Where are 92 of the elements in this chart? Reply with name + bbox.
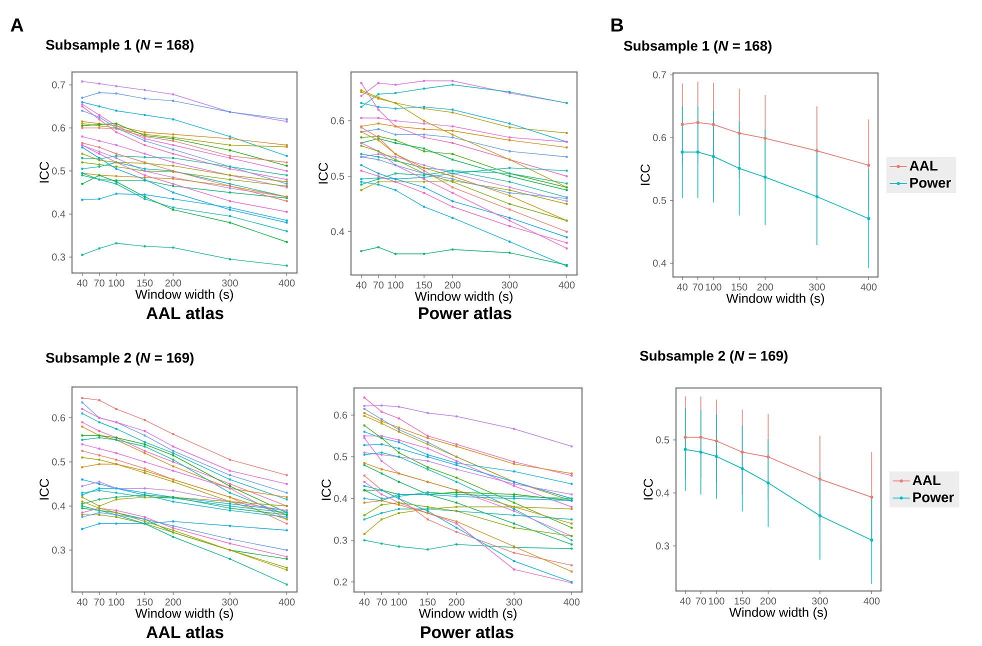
text: Power atlas	[421, 626, 514, 638]
x-axis-title: Window width (s)	[135, 608, 233, 620]
text: A	[10, 18, 24, 32]
x-tick-label: 40	[359, 598, 370, 606]
x-tick-label: 40	[76, 280, 88, 287]
y-tick-label: 0.4	[653, 260, 666, 267]
x-tick-label: 400	[278, 280, 295, 287]
y-tick-label: 0.5	[653, 196, 666, 204]
x-tick-label: 100	[391, 598, 407, 606]
y-tick-label: 0.4	[656, 489, 670, 496]
x-tick-label: 100	[388, 282, 404, 289]
y-tick-label: 0.5	[331, 172, 344, 180]
x-tick-label: 40	[76, 598, 88, 606]
text: AAL atlas	[146, 306, 224, 320]
y-tick-label: 0.6	[52, 414, 66, 422]
y-tick-label: 0.6	[334, 412, 348, 419]
x-tick-label: 100	[708, 598, 724, 605]
x-tick-label: 150	[137, 280, 153, 287]
x-tick-label: 150	[137, 598, 153, 606]
y-tick-label: 0.5	[52, 458, 66, 466]
x-tick-label: 400	[864, 598, 880, 605]
y-tick-label: 0.4	[334, 495, 348, 502]
x-tick-label: 200	[757, 284, 774, 291]
x-axis-title: Window width (s)	[418, 608, 516, 620]
y-tick-label: 0.4	[331, 228, 344, 236]
x-tick-label: 40	[677, 284, 688, 291]
x-tick-label: 70	[692, 284, 704, 291]
y-tick-label: 0.6	[52, 124, 66, 132]
chart-title: Subsample 1 (N = 168)	[46, 40, 194, 52]
text: AAL atlas	[146, 626, 224, 638]
x-tick-label: 70	[94, 598, 104, 606]
x-axis-title: Window width (s)	[414, 291, 512, 304]
x-tick-label: 150	[732, 284, 748, 291]
x-tick-label: 40	[356, 282, 366, 289]
x-tick-label: 70	[696, 598, 706, 605]
x-tick-label: 400	[860, 284, 877, 291]
chart-title: Subsample 2 (N = 169)	[46, 352, 194, 366]
y-tick-label: 0.4	[52, 210, 66, 218]
y-tick-label: 0.4	[52, 502, 66, 510]
x-tick-label: 200	[760, 598, 776, 605]
x-tick-label: 300	[808, 284, 825, 291]
text: B	[611, 18, 624, 32]
x-tick-label: 200	[444, 282, 461, 289]
x-tick-label: 150	[420, 598, 436, 606]
y-tick-label: 0.7	[52, 81, 65, 88]
y-tick-label: 0.5	[334, 453, 348, 460]
y-axis-title: ICC	[40, 162, 49, 182]
y-axis-title: ICC	[40, 478, 49, 500]
y-tick-label: 0.3	[52, 254, 66, 261]
legend-label: AAL	[912, 475, 941, 485]
x-tick-label: 300	[222, 598, 238, 606]
x-tick-label: 200	[165, 598, 182, 606]
x-tick-label: 70	[376, 598, 387, 606]
x-tick-label: 300	[812, 598, 828, 605]
y-tick-label: 0.6	[331, 117, 344, 124]
x-tick-label: 300	[222, 280, 238, 287]
y-tick-label: 0.5	[52, 167, 66, 174]
x-tick-label: 100	[108, 598, 124, 606]
x-tick-label: 150	[734, 598, 750, 605]
x-axis-title: Window width (s)	[726, 293, 824, 306]
legend-label: AAL	[910, 160, 938, 170]
x-tick-label: 400	[278, 598, 295, 606]
y-tick-label: 0.3	[334, 536, 348, 544]
y-axis-title: ICC	[318, 162, 328, 184]
x-tick-label: 400	[558, 282, 575, 289]
x-tick-label: 200	[448, 598, 464, 606]
text: Power atlas	[419, 306, 512, 320]
y-tick-label: 0.6	[653, 134, 666, 142]
x-tick-label: 150	[416, 282, 432, 289]
x-tick-label: 300	[506, 598, 522, 606]
x-tick-label: 100	[108, 280, 124, 287]
legend-label: Power	[913, 492, 954, 502]
x-axis-title: Window width (s)	[729, 607, 827, 620]
x-tick-label: 400	[564, 598, 580, 606]
chart-title: Subsample 1 (N = 168)	[624, 40, 772, 54]
y-axis-title: ICC	[640, 164, 650, 185]
x-tick-label: 40	[680, 598, 690, 605]
y-tick-label: 0.2	[334, 578, 347, 586]
y-tick-label: 0.3	[52, 546, 66, 554]
y-tick-label: 0.3	[656, 542, 670, 550]
y-axis-title: ICC	[322, 479, 331, 500]
x-tick-label: 200	[165, 280, 182, 287]
x-tick-label: 300	[502, 282, 518, 289]
x-tick-label: 100	[706, 284, 722, 291]
y-tick-label: 0.7	[653, 71, 666, 78]
y-tick-label: 0.5	[656, 436, 670, 444]
x-tick-label: 70	[94, 280, 104, 287]
chart-title: Subsample 2 (N = 169)	[640, 350, 788, 364]
legend-label: Power	[910, 178, 951, 188]
x-tick-label: 70	[373, 282, 384, 289]
y-axis-title: ICC	[644, 478, 653, 500]
x-axis-title: Window width (s)	[135, 289, 233, 302]
